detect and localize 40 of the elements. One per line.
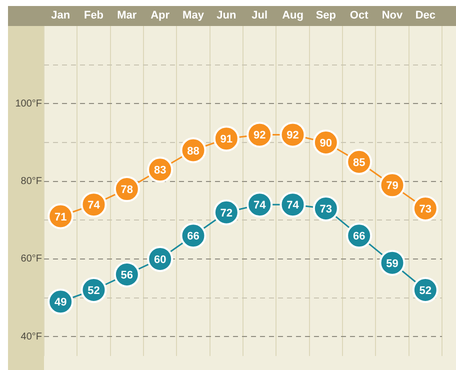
data-label: 59 (386, 258, 398, 270)
x-tick-label: Jun (216, 9, 236, 22)
y-tick-label: 60°F (20, 254, 42, 265)
data-label: 79 (386, 180, 398, 192)
data-label: 92 (286, 130, 299, 142)
data-label: 72 (220, 207, 233, 220)
y-tick-label: 80°F (20, 176, 42, 188)
data-label: 83 (154, 164, 166, 177)
data-label: 74 (88, 200, 101, 212)
y-tick-label: 40°F (20, 331, 42, 342)
data-label: 60 (154, 254, 166, 266)
data-label: 71 (54, 211, 67, 224)
x-tick-label: Aug (282, 9, 304, 22)
x-tick-label: Mar (117, 9, 138, 22)
data-label: 52 (88, 285, 100, 298)
data-label: 52 (419, 285, 432, 298)
data-label: 66 (352, 230, 366, 243)
x-tick-label: Jul (252, 9, 268, 22)
data-label: 73 (419, 204, 432, 216)
data-label: 74 (286, 200, 300, 212)
data-label: 90 (320, 138, 332, 150)
x-tick-label: Nov (382, 9, 404, 22)
data-label: 66 (187, 230, 200, 243)
data-label: 49 (54, 296, 67, 309)
data-label: 91 (220, 134, 233, 146)
data-label: 73 (320, 204, 332, 216)
x-tick-label: Dec (415, 9, 436, 22)
x-tick-label: Sep (316, 9, 336, 22)
y-tick-label: 100°F (15, 98, 42, 110)
x-tick-label: Feb (84, 9, 104, 22)
x-tick-label: Apr (150, 9, 170, 22)
x-tick-label: May (182, 9, 205, 22)
data-label: 85 (352, 156, 366, 169)
x-tick-label: Jan (51, 9, 70, 22)
data-label: 92 (253, 130, 266, 142)
data-label: 88 (187, 145, 200, 158)
data-label: 56 (120, 270, 134, 282)
x-tick-label: Oct (350, 9, 369, 22)
data-label: 74 (253, 200, 267, 212)
data-label: 78 (120, 184, 134, 196)
